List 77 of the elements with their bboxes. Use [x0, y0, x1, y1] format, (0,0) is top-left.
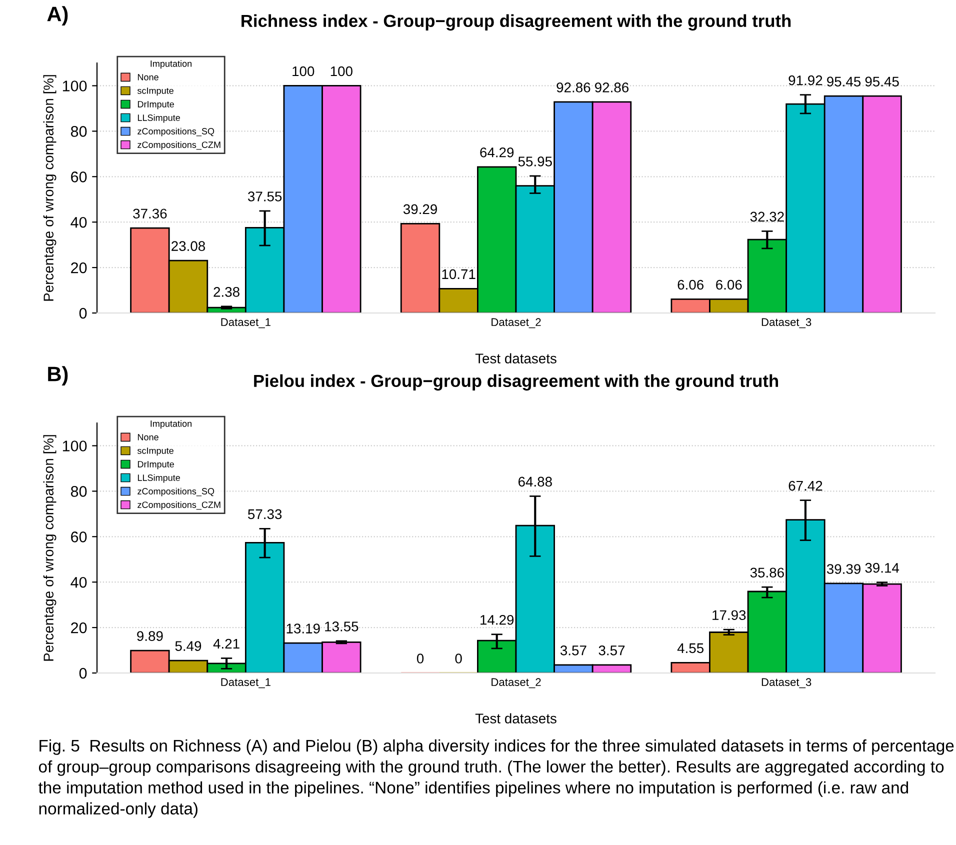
legend-label: zCompositions_SQ	[138, 128, 214, 136]
chart-title: Pielou index - Group−group disagreement with the ground truth	[254, 374, 778, 391]
legend-title: Imputation	[150, 420, 192, 429]
y-tick-label: 100	[62, 440, 87, 452]
data-label: 14.29	[480, 614, 514, 625]
data-label: 67.42	[788, 480, 822, 491]
data-label: 55.95	[518, 156, 552, 166]
y-tick-label: 0	[79, 668, 87, 679]
data-label: 95.45	[827, 76, 861, 87]
legend-label: LLSimpute	[138, 114, 180, 123]
data-label: 3.57	[598, 645, 625, 656]
y-tick-label: 80	[70, 486, 87, 497]
data-label: 10.71	[442, 269, 476, 280]
x-tick-label: Dataset_2	[492, 678, 541, 688]
data-label: 37.55	[248, 192, 282, 202]
legend-label: scImpute	[137, 448, 174, 456]
data-label: 0	[416, 654, 424, 664]
data-label: 32.32	[750, 212, 784, 222]
x-axis-title: Test datasets	[475, 713, 556, 724]
legend-label: DrImpute	[138, 101, 174, 110]
y-tick-label: 80	[70, 126, 87, 137]
legend-label: None	[138, 434, 158, 440]
y-tick-label: 60	[71, 532, 87, 542]
y-tick-label: 100	[62, 80, 87, 92]
x-tick-label: Dataset_3	[762, 678, 812, 688]
data-label: 13.55	[325, 622, 358, 632]
data-label: 37.36	[133, 208, 167, 219]
legend-label: DrImpute	[138, 461, 174, 470]
data-label: 39.29	[403, 204, 437, 214]
legend-label: zCompositions_SQ	[138, 488, 214, 496]
text: B)	[48, 366, 68, 386]
x-tick-label: Dataset_1	[221, 678, 270, 688]
data-label: 6.06	[716, 280, 742, 290]
data-label: 100	[292, 66, 314, 76]
y-tick-label: 0	[79, 308, 87, 319]
text: A)	[47, 6, 68, 26]
chart-title: Richness index - Group−group disagreement with the ground truth	[242, 14, 791, 31]
data-label: 6.06	[678, 280, 704, 290]
data-label: 95.45	[865, 76, 899, 87]
x-axis-title: Test datasets	[475, 353, 556, 364]
data-label: 4.55	[677, 643, 704, 654]
data-label: 92.86	[595, 82, 629, 92]
x-tick-label: Dataset_3	[762, 318, 812, 328]
y-axis-title: Percentage of wrong comparison [%]	[43, 435, 56, 661]
y-tick-label: 20	[71, 622, 87, 634]
data-label: 4.21	[213, 638, 240, 649]
data-label: 23.08	[172, 241, 206, 251]
y-tick-label: 20	[71, 262, 87, 274]
x-tick-label: Dataset_1	[221, 318, 270, 328]
data-label: 5.49	[175, 641, 202, 651]
data-label: 91.92	[788, 75, 822, 86]
legend-title: Imputation	[150, 60, 192, 69]
y-axis-title: Percentage of wrong comparison [%]	[43, 75, 56, 301]
legend-label: LLSimpute	[138, 474, 180, 483]
x-tick-label: Dataset_2	[492, 318, 541, 328]
data-label: 0	[455, 654, 462, 664]
legend-label: scImpute	[137, 88, 174, 96]
data-label: 39.14	[865, 562, 900, 573]
data-label: 64.29	[480, 147, 514, 158]
y-tick-label: 40	[70, 216, 87, 228]
data-label: 2.38	[214, 287, 240, 297]
data-label: 17.93	[712, 610, 746, 620]
data-label: 64.88	[518, 476, 552, 487]
data-label: 3.57	[560, 645, 586, 656]
data-label: 9.89	[137, 631, 163, 641]
data-label: 35.86	[750, 568, 784, 578]
legend-label: zCompositions_CZM	[138, 141, 220, 150]
data-label: 57.33	[248, 509, 282, 520]
legend-label: zCompositions_CZM	[138, 501, 220, 510]
y-tick-label: 60	[71, 172, 87, 182]
y-tick-label: 40	[70, 576, 87, 588]
data-label: 92.86	[556, 82, 590, 92]
data-label: 39.39	[826, 564, 860, 574]
legend-label: None	[138, 74, 158, 80]
data-label: 100	[330, 66, 352, 76]
data-label: 13.19	[286, 624, 320, 634]
caption: Fig. 5 Results on Richness (A) and Pielou (B) alpha diversity indices for the three simulated datasets in terms of percentage of group–group comparisons disagreeing with the ground truth. (The lower the better). Results are aggregated according to the imputation method used in the pipelines. “None” identifies pipelines where no imputation is performed (i.e. raw and normalized-only data)	[38, 739, 954, 818]
